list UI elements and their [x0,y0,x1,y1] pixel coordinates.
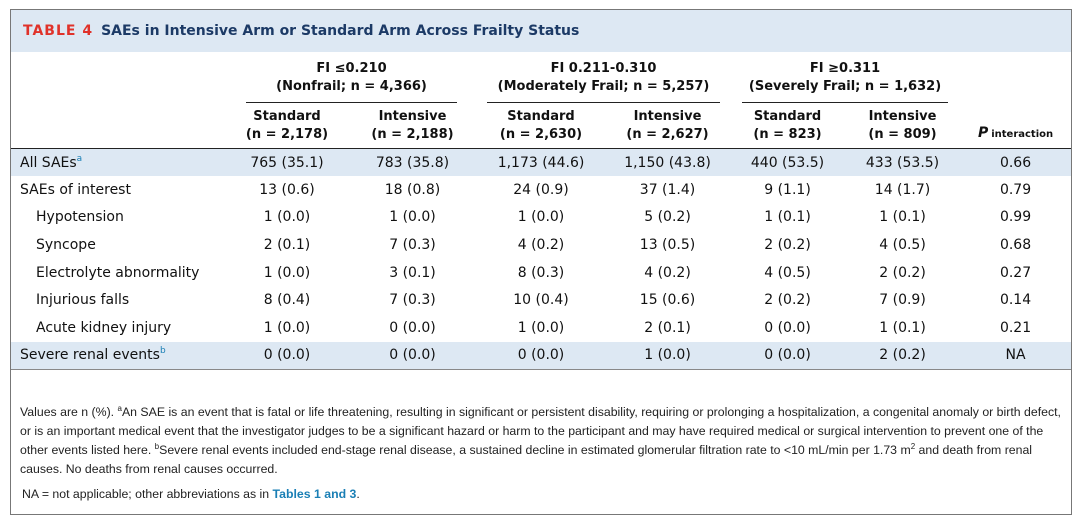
value-cell: 1 (0.1) [879,319,926,336]
p-value-cell: 0.99 [999,209,1032,226]
table-number: TABLE 4 [23,23,94,39]
value-cell: 2 (0.2) [845,341,961,370]
value-cell: 783 (35.8) [348,148,477,177]
table-row: Injurious falls 8 (0.4) 7 (0.3) 10 (0.4) 15 … [11,286,1071,314]
p-value-cell: 0.79 [999,181,1032,198]
table-row: Severe renal eventsb 0 (0.0) 0 (0.0) 0 (0.0… [11,341,1072,370]
table-frame: TABLE 4 SAEs in Intensive Arm or Standar… [10,9,1072,515]
value-cell: 1 (0.0) [263,319,311,336]
value-cell: 0 (0.0) [764,319,811,336]
arm-header: Intensive (n = 2,627) [626,109,709,142]
p-value-cell: 0.21 [999,319,1032,336]
value-cell: 1 (0.0) [263,264,311,281]
arm-header-row: Standard (n = 2,178) Intensive (n = 2,188)… [11,103,1072,149]
value-cell: 13 (0.6) [259,181,315,198]
group-header-severely-frail: FI ≥0.311 (Severely Frail; n = 1,632) [730,52,960,103]
group-header-row: FI ≤0.210 (Nonfrail; n = 4,366) FI 0.211-… [11,52,1071,103]
value-cell: 1 (0.0) [605,341,731,370]
arm-header: Standard (n = 823) [753,109,822,142]
tables-link[interactable]: Tables 1 and 3 [272,487,357,501]
value-cell: 7 (0.3) [389,292,436,309]
value-cell: 1 (0.0) [389,209,436,226]
table-row: Electrolyte abnormality 1 (0.0) 3 (0.1) 8 (… [11,259,1071,287]
value-cell: 4 (0.2) [644,264,691,281]
value-cell: 18 (0.8) [384,181,441,198]
value-cell: 8 (0.3) [517,264,565,281]
value-cell: 7 (0.3) [389,237,436,254]
arm-header: Intensive (n = 809) [868,109,937,142]
value-cell: 15 (0.6) [639,292,696,309]
value-cell: 4 (0.5) [764,264,811,281]
abbreviation-note: NA = not applicable; other abbreviations… [22,487,360,501]
value-cell: 7 (0.9) [879,292,926,309]
value-cell: 1 (0.0) [263,209,311,226]
value-cell: 765 (35.1) [226,148,348,177]
table-row: Syncope 2 (0.1) 7 (0.3) 4 (0.2) 13 (0.5) 2 (0… [11,231,1071,259]
value-cell: 4 (0.5) [879,237,926,254]
value-cell: 1,173 (44.6) [477,148,605,177]
row-label: SAEs of interest [20,181,131,198]
value-cell: 2 (0.1) [263,237,311,254]
row-label: Electrolyte abnormality [36,264,200,281]
value-cell: 1 (0.1) [879,209,926,226]
table-title: TABLE 4 SAEs in Intensive Arm or Standar… [11,10,1071,52]
footnote: Values are n (%). aAn SAE is an event th… [20,403,1065,504]
table-row: All SAEsa 765 (35.1) 783 (35.8) 1,173 (44.6… [11,148,1072,177]
value-cell: 1 (0.0) [517,209,565,226]
value-cell: 8 (0.4) [263,292,311,309]
value-cell: 13 (0.5) [639,237,696,254]
row-label: Hypotension [36,209,124,226]
group-header-moderately-frail: FI 0.211-0.310 (Moderately Frail; n = 5,2… [477,52,730,103]
p-value-cell: 0.27 [999,264,1032,281]
value-cell: 24 (0.9) [513,181,569,198]
value-cell: 37 (1.4) [639,181,696,198]
p-value-cell: 0.66 [960,148,1072,177]
table-row: SAEs of interest 13 (0.6) 18 (0.8) 24 (0.9)… [11,176,1071,204]
table-caption: SAEs in Intensive Arm or Standard Arm Ac… [101,23,580,39]
row-label: Severe renal eventsb [11,341,226,370]
value-cell: 4 (0.2) [517,237,565,254]
value-cell: 1,150 (43.8) [605,148,731,177]
row-label: Acute kidney injury [36,319,172,336]
sae-table: FI ≤0.210 (Nonfrail; n = 4,366) FI 0.211-… [11,52,1072,370]
value-cell: 433 (53.5) [845,148,961,177]
value-cell: 0 (0.0) [477,341,605,370]
row-label: All SAEsa [11,148,226,177]
value-cell: 3 (0.1) [389,264,436,281]
p-value-cell: 0.14 [999,292,1032,309]
p-value-cell: 0.68 [999,237,1032,254]
row-label: Syncope [36,237,96,254]
value-cell: 1 (0.0) [517,319,565,336]
value-cell: 0 (0.0) [730,341,846,370]
arm-header: Standard (n = 2,178) [245,109,329,142]
value-cell: 2 (0.2) [764,292,811,309]
table-row: Hypotension 1 (0.0) 1 (0.0) 1 (0.0) 5 (0.2) 1… [11,204,1071,232]
value-cell: 0 (0.0) [348,341,477,370]
arm-header: Standard (n = 2,630) [499,109,583,142]
arm-header: Intensive (n = 2,188) [371,109,454,142]
value-cell: 1 (0.1) [764,209,811,226]
table-body: All SAEsa 765 (35.1) 783 (35.8) 1,173 (44.6… [11,148,1072,370]
row-label: Injurious falls [36,292,130,309]
value-cell: 14 (1.7) [874,181,931,198]
value-cell: 5 (0.2) [644,209,691,226]
value-cell: 2 (0.2) [764,237,811,254]
table-row: Acute kidney injury 1 (0.0) 0 (0.0) 1 (0.0)… [11,314,1071,342]
footnote-text: Values are n (%). aAn SAE is an event th… [20,404,1061,477]
value-cell: 2 (0.2) [879,264,926,281]
value-cell: 10 (0.4) [513,292,569,309]
value-cell: 0 (0.0) [226,341,348,370]
group-header-nonfrail: FI ≤0.210 (Nonfrail; n = 4,366) [226,52,477,103]
value-cell: 0 (0.0) [389,319,436,336]
p-value-cell: NA [960,341,1072,370]
value-cell: 9 (1.1) [764,181,811,198]
value-cell: 440 (53.5) [730,148,846,177]
value-cell: 2 (0.1) [644,319,691,336]
